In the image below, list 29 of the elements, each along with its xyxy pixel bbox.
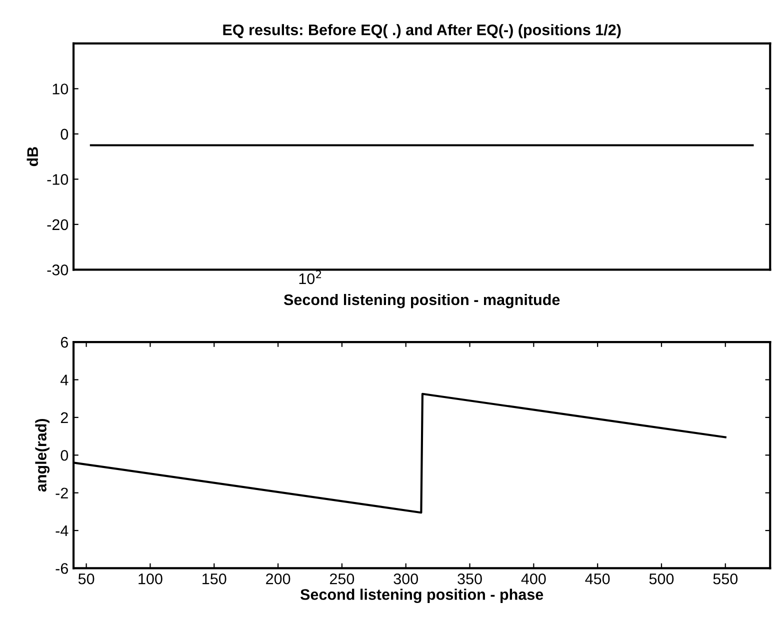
x-tick-label: 550	[713, 573, 738, 584]
y-tick-label: 10	[52, 84, 68, 94]
y-tick-label: 4	[60, 374, 68, 386]
y-tick-label: 2	[60, 412, 68, 423]
x-tick-label: 300	[394, 573, 418, 584]
x-axis-title: Second listening position - magnitude	[284, 294, 560, 308]
x-tick-label: 50	[78, 573, 94, 584]
text: 10$^{2}$	[299, 270, 322, 284]
y-tick-label: -2	[56, 488, 68, 498]
y-tick-label: 0	[60, 450, 68, 461]
chart-title: EQ results: Before EQ( .) and After EQ(-) (positions 1/2)	[223, 24, 621, 38]
x-axis-title: Second listening position - phase	[300, 588, 544, 604]
y-tick-label: -30	[47, 264, 68, 276]
y-tick-label: 0	[60, 128, 68, 140]
y-tick-label: -4	[56, 526, 68, 536]
y-tick-label: 6	[60, 336, 68, 348]
y-tick-label: -20	[47, 219, 68, 230]
x-tick-label: 500	[649, 573, 674, 584]
y-tick-label: -6	[56, 563, 68, 574]
x-tick-label: 450	[585, 573, 610, 584]
x-tick-label: 100	[138, 573, 162, 584]
x-tick-label: 150	[202, 573, 226, 584]
x-tick-label: 400	[521, 573, 546, 584]
y-tick-label: -10	[47, 174, 68, 185]
x-tick-label: 250	[330, 573, 354, 584]
y-axis-title: angle(rad)	[35, 418, 50, 492]
x-tick-label: 200	[266, 573, 290, 584]
y-axis-title: dB	[26, 147, 38, 166]
x-tick-label: 350	[458, 573, 482, 584]
